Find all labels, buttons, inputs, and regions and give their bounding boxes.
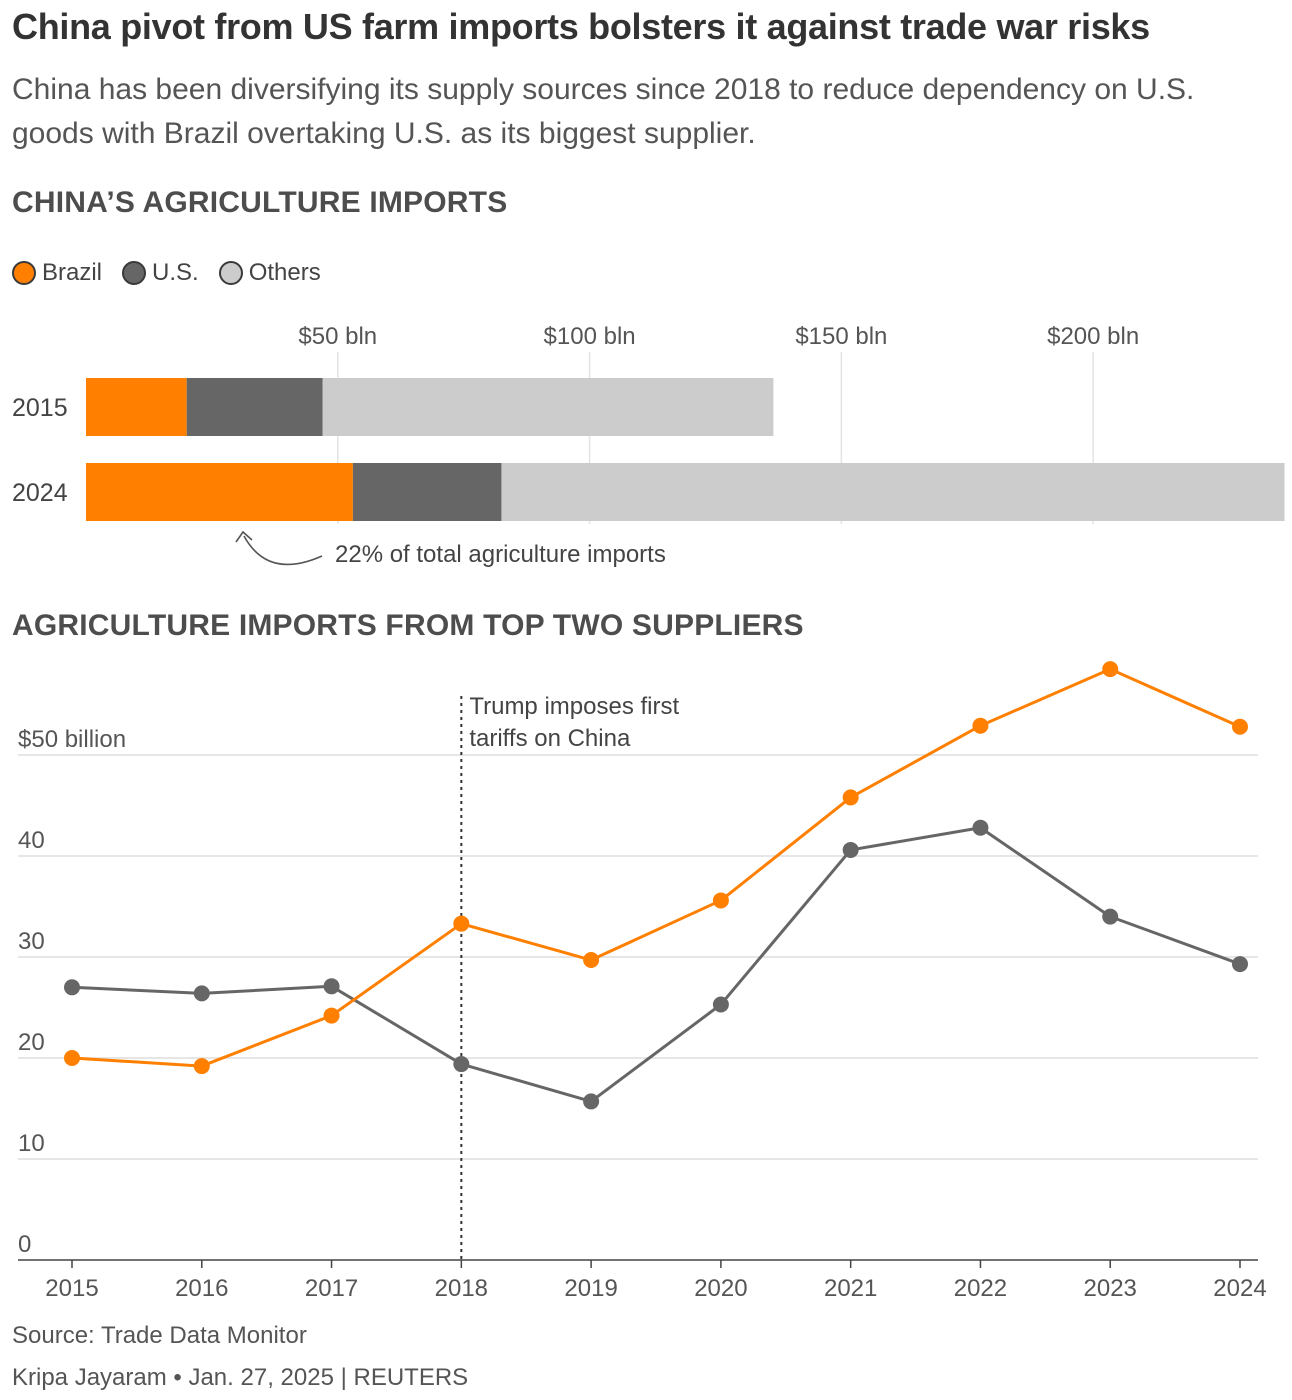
bar-chart-title: CHINA’S AGRICULTURE IMPORTS [12,186,508,219]
point-us [64,979,80,996]
x-tick-label: 2016 [175,1275,228,1302]
point-brazil [583,952,600,969]
y-tick-label: 20 [18,1029,45,1056]
bar-category-label: 2024 [12,479,68,507]
legend-item-us: U.S. [122,259,199,287]
point-us [842,841,859,858]
point-brazil [1232,718,1248,735]
bar-tick-label: $100 bln [544,323,636,350]
point-us [972,819,989,836]
x-tick-label: 2020 [694,1275,747,1302]
line-chart: 0 10 20 30 40 $50 billion 2015 2016 2017 2018 2019… [18,661,1267,1302]
point-brazil [1102,661,1119,678]
bar-segment-brazil [86,378,187,436]
line-chart-title: AGRICULTURE IMPORTS FROM TOP TWO SUPPLIE… [12,609,804,642]
y-tick-label: 30 [18,928,45,955]
subtitle: China has been diversifying its supply s… [12,73,1195,150]
bar-segment-others [322,378,774,436]
point-us [323,978,340,995]
x-tick-label: 2023 [1084,1275,1137,1302]
us-swatch-icon [122,261,147,285]
point-brazil [453,915,470,932]
x-tick-label: 2021 [824,1275,877,1302]
bar-tick-label: $150 bln [795,323,887,350]
point-brazil [193,1058,210,1075]
brazil-swatch-icon [12,261,36,285]
others-swatch-icon [218,261,243,285]
point-us [453,1056,470,1073]
series-line-brazil [71,667,1241,1068]
x-tick-label: 2022 [954,1275,1007,1302]
y-tick-label: 10 [18,1130,45,1157]
legend-item-others: Others [218,259,321,287]
point-brazil [972,717,989,734]
bar-segment-us [352,463,502,521]
point-us [1102,908,1119,925]
source-note: Source: Trade Data Monitor [12,1322,307,1349]
bar-category-label: 2015 [12,394,68,422]
point-brazil [712,892,729,909]
headline: China pivot from US farm imports bolster… [12,6,1150,47]
bar-segment-brazil [86,463,353,521]
y-tick-label: 40 [18,827,45,854]
tariff-annotation-text: Trump imposes first [469,693,679,720]
bar-segment-us [186,378,323,436]
point-us [1232,956,1248,973]
legend-label-us: U.S. [152,259,199,286]
point-brazil [842,789,859,806]
y-tick-label: 0 [18,1231,31,1258]
credit-line: Kripa Jayaram • Jan. 27, 2025 | REUTERS [12,1364,469,1391]
x-tick-label: 2024 [1213,1275,1266,1302]
point-us [712,996,729,1013]
y-tick-label: $50 billion [18,726,126,753]
x-tick-label: 2019 [564,1275,617,1302]
x-tick-label: 2015 [45,1275,98,1302]
point-brazil [323,1007,340,1024]
stacked-bar-chart: $50 bln $100 bln $150 bln $200 bln 2015 2024 2… [12,323,1285,568]
legend-label-others: Others [248,259,321,286]
legend-item-brazil: Brazil [12,259,102,287]
legend-label-brazil: Brazil [42,259,103,286]
point-brazil [64,1050,80,1066]
point-us [583,1093,600,1110]
x-tick-label: 2017 [305,1275,358,1302]
point-us [193,985,210,1002]
x-tick-label: 2018 [435,1275,488,1302]
annotation-arrowhead-icon [235,530,253,543]
legend: Brazil U.S. Others [12,256,341,290]
series-line-us [71,826,1241,1103]
bar-annotation-text: 22% of total agriculture imports [335,541,666,568]
bar-tick-label: $200 bln [1047,323,1139,350]
bar-annotation: 22% of total agriculture imports [235,530,666,568]
bar-segment-others [501,463,1285,521]
annotation-arrow-icon [243,535,323,566]
bar-tick-label: $50 bln [298,323,377,350]
tariff-annotation-text: tariffs on China [469,725,631,752]
